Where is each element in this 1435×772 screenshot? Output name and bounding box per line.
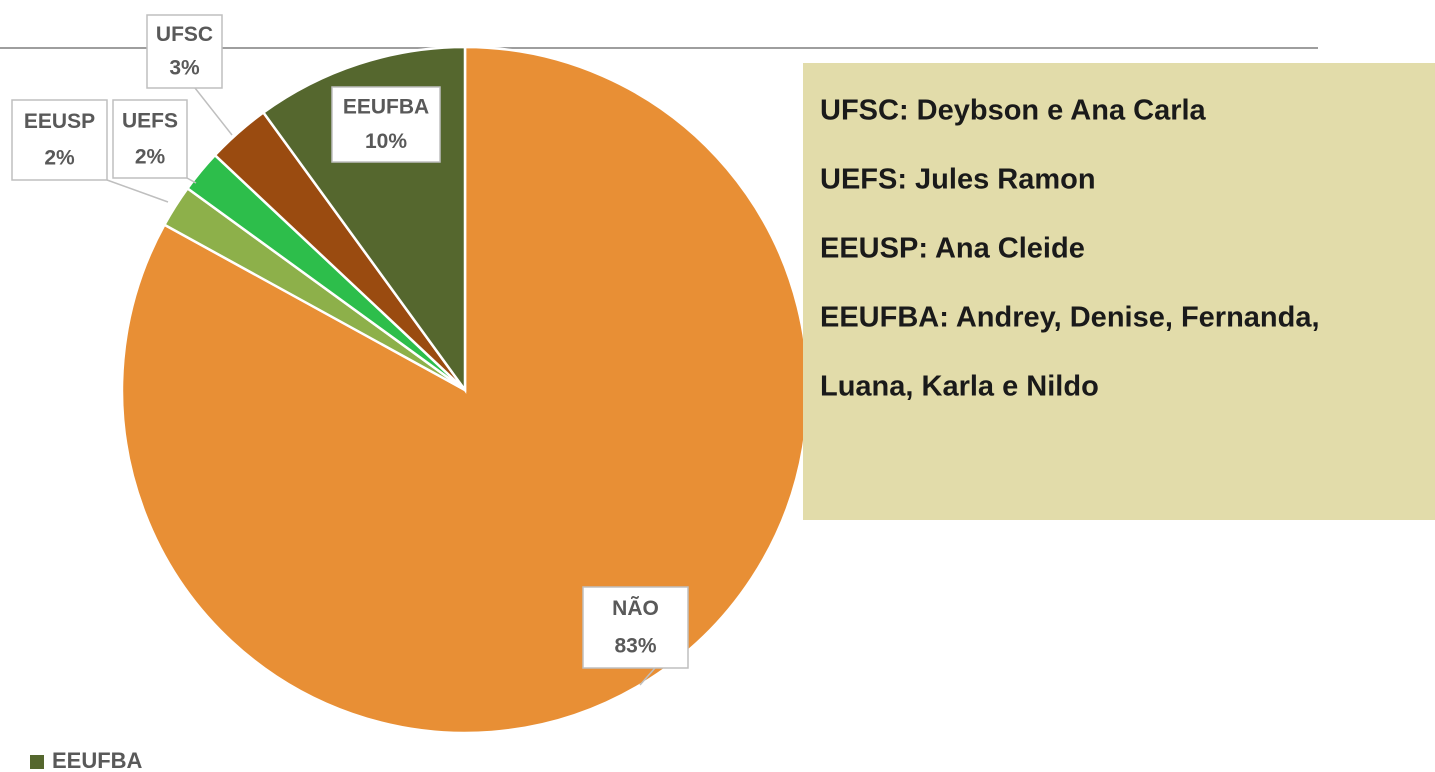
slice-name: EEUSP (24, 110, 95, 133)
label-box (11, 99, 108, 181)
label-box (146, 14, 223, 89)
note-line: EEUFBA: Andrey, Denise, Fernanda, (820, 302, 1320, 334)
legend-label: EEUFBA (52, 748, 143, 772)
notes: UFSC: Deybson e Ana Carla UEFS: Jules Ram… (820, 95, 1320, 403)
slice-value: 3% (169, 57, 200, 80)
slice-name: NÃO (612, 597, 659, 620)
label-box (582, 586, 689, 669)
slice-value: 2% (135, 145, 166, 168)
slice-name: UEFS (122, 109, 178, 132)
data-labels: NÃO 83% EEUSP 2% UEFS 2% UFSC 3% EEUFBA 10% (11, 14, 689, 686)
leader-line (639, 667, 656, 686)
leader-line (186, 177, 197, 184)
pie (120, 45, 810, 735)
label-box (112, 99, 188, 179)
leader-line (194, 87, 233, 136)
legend-swatch (30, 755, 44, 769)
note-box (803, 63, 1435, 520)
slice-value: 10% (365, 130, 407, 153)
slice-value: 83% (614, 634, 656, 657)
note-line: UFSC: Deybson e Ana Carla (820, 95, 1207, 127)
leader-line (106, 179, 169, 203)
note-line: Luana, Karla e Nildo (820, 371, 1099, 403)
slice-value: 2% (44, 147, 75, 170)
label-box (331, 86, 441, 163)
note-line: UEFS: Jules Ramon (820, 164, 1096, 196)
slice-name: EEUFBA (343, 96, 429, 119)
note-line: EEUSP: Ana Cleide (820, 233, 1085, 265)
slice-name: UFSC (156, 23, 213, 46)
